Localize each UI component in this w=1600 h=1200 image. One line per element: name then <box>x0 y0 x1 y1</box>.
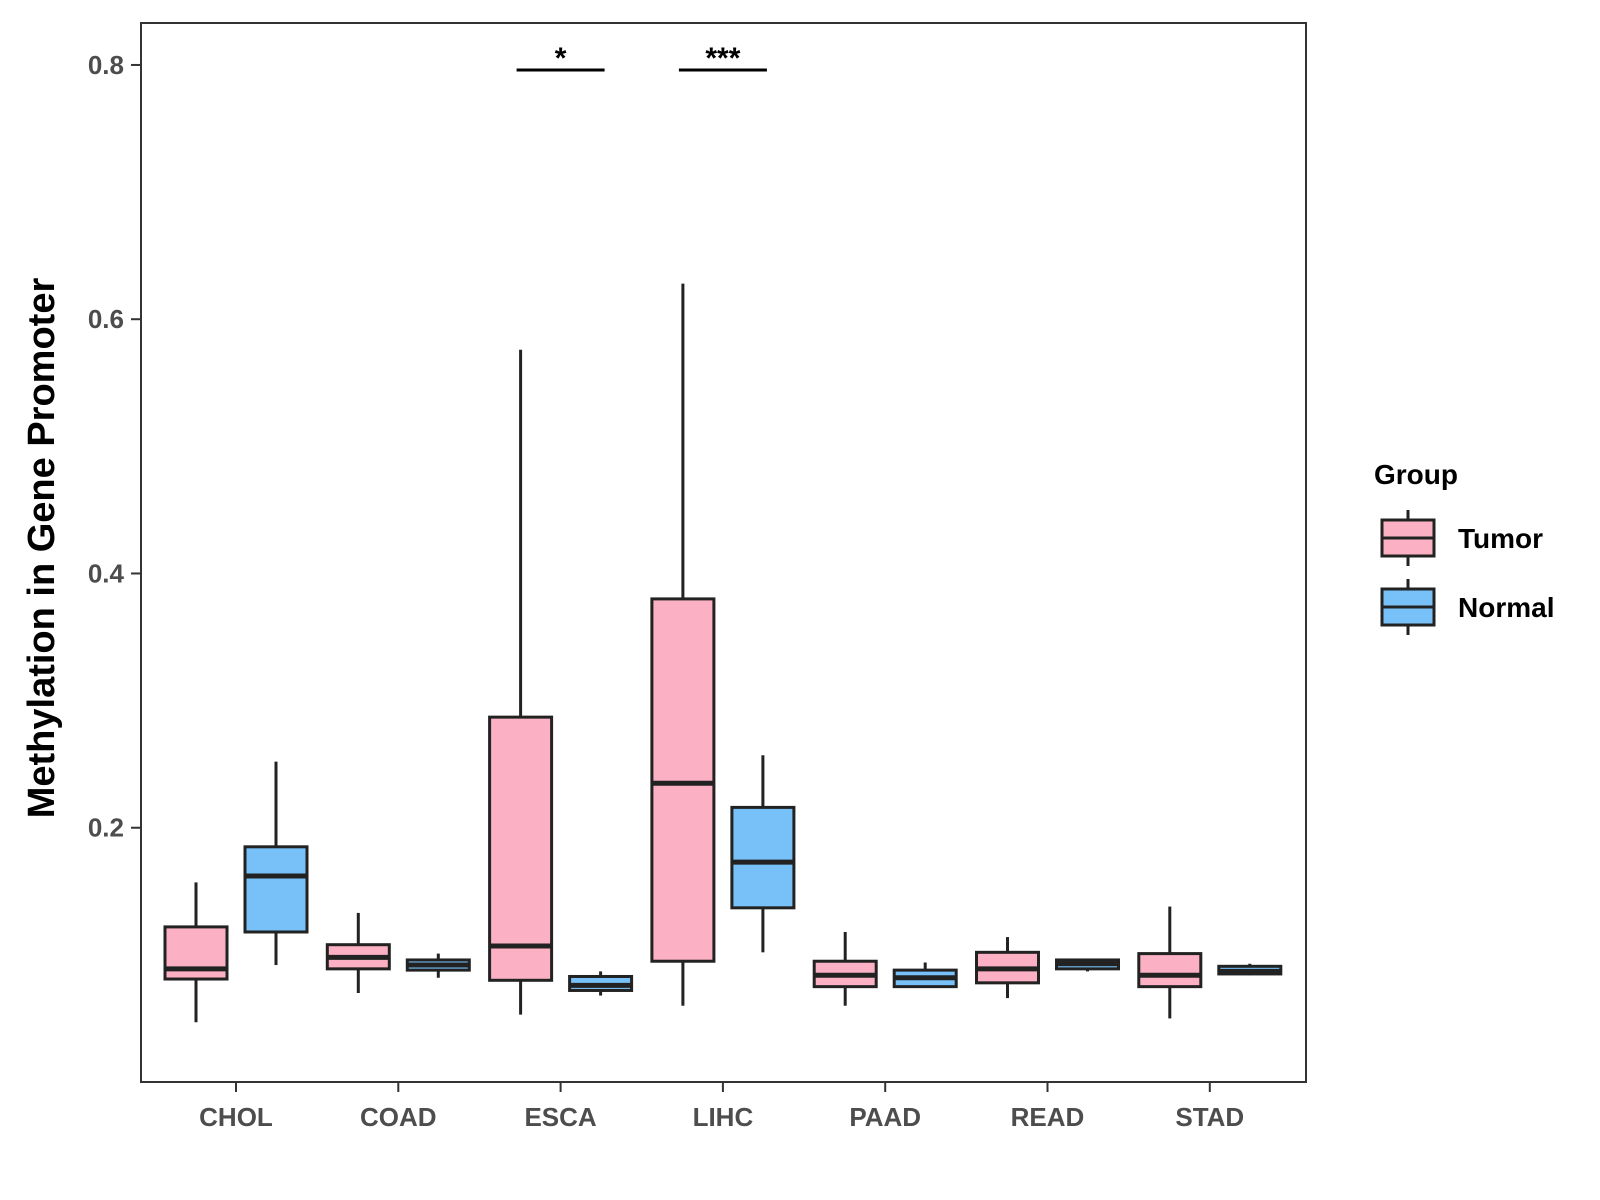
legend-item-tumor: Tumor <box>1380 510 1543 566</box>
legend-label: Normal <box>1458 592 1554 623</box>
legend: Group Tumor Normal <box>1374 459 1554 635</box>
x-tick-label: ESCA <box>524 1102 596 1132</box>
x-tick-label: STAD <box>1175 1102 1244 1132</box>
y-tick-label: 0.2 <box>88 813 124 843</box>
y-axis-title: Methylation in Gene Promoter <box>21 278 63 819</box>
y-tick-label: 0.4 <box>88 558 125 588</box>
box-normal-chol <box>243 761 309 966</box>
box-iqr <box>1137 952 1203 989</box>
box-normal-read <box>1055 958 1120 972</box>
box-normal-paad <box>892 962 958 989</box>
x-tick-label: READ <box>1011 1102 1085 1132</box>
x-tick-label: PAAD <box>849 1102 921 1132</box>
x-tick-label: COAD <box>360 1102 437 1132</box>
box-normal-stad <box>1217 963 1283 976</box>
box-normal-esca <box>568 971 634 996</box>
significance-label: * <box>555 42 567 75</box>
plot-area: 0.2 0.4 0.6 0.8 CHOL COAD ESCA LIHC PAAD READ STAD… <box>88 22 1307 1132</box>
x-tick-label: LIHC <box>693 1102 754 1132</box>
y-tick-label: 0.8 <box>88 50 124 80</box>
box-tumor-stad <box>1137 906 1203 1019</box>
y-tick-label: 0.6 <box>88 304 124 334</box>
box-tumor-paad <box>812 931 878 1006</box>
x-tick-label: CHOL <box>199 1102 273 1132</box>
legend-label: Tumor <box>1458 523 1543 554</box>
box-tumor-lihc <box>650 283 716 1006</box>
box-tumor-read <box>975 937 1040 999</box>
box-iqr <box>650 597 716 963</box>
box-iqr <box>730 805 796 910</box>
legend-item-normal: Normal <box>1380 579 1554 635</box>
box-normal-coad <box>405 953 471 978</box>
box-tumor-esca <box>488 349 554 1015</box>
box-tumor-coad <box>325 912 391 994</box>
box-iqr <box>243 845 309 934</box>
legend-title: Group <box>1374 459 1458 490</box>
box-tumor-chol <box>163 882 229 1023</box>
box-normal-lihc <box>730 755 796 953</box>
box-iqr <box>488 715 554 982</box>
significance-label: *** <box>705 42 740 75</box>
